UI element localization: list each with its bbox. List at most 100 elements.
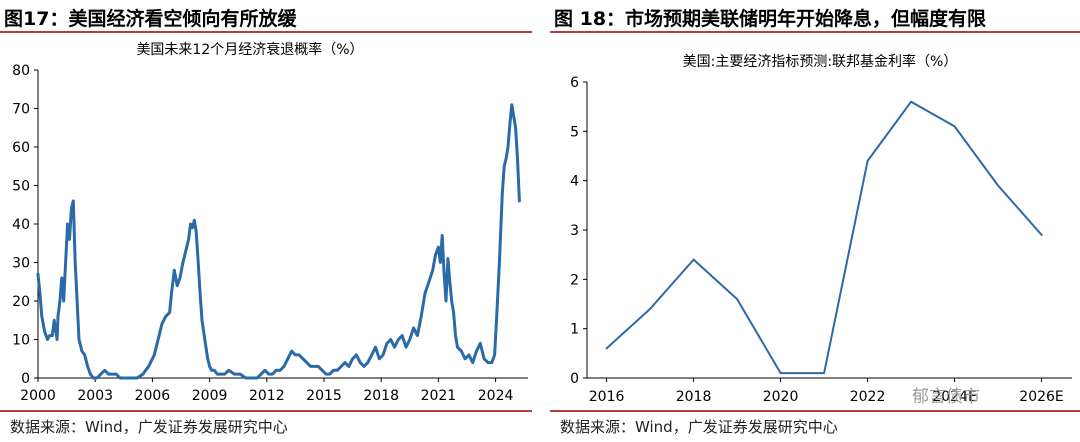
data-point (507, 146, 509, 148)
data-point (216, 373, 219, 375)
data-point (250, 377, 253, 379)
data-point (239, 373, 241, 375)
data-point (437, 246, 440, 248)
data-point (344, 361, 346, 364)
y-tick-label: 3 (570, 223, 579, 239)
data-point (359, 361, 362, 364)
data-point (290, 350, 293, 352)
data-point (201, 319, 203, 322)
data-point (363, 365, 365, 368)
data-point (147, 365, 150, 368)
x-tick-label: 2009 (192, 388, 228, 404)
data-point (124, 377, 127, 379)
data-point (302, 357, 304, 360)
data-point (256, 377, 259, 379)
data-point (227, 369, 230, 372)
data-point (823, 372, 825, 374)
data-point (51, 334, 54, 337)
data-point (428, 280, 430, 283)
data-point (48, 334, 51, 337)
y-tick-label: 40 (12, 217, 30, 233)
left-bottom-rule (0, 410, 532, 412)
y-tick-label: 2 (570, 272, 579, 288)
data-point (605, 347, 608, 350)
y-tick-label: 5 (570, 124, 579, 140)
data-point (454, 334, 457, 337)
x-tick-label: 2021 (421, 388, 457, 404)
data-point (460, 350, 463, 352)
data-point (475, 350, 478, 352)
data-point (130, 377, 133, 379)
x-tick-label: 2000 (20, 388, 56, 404)
data-point (184, 250, 187, 252)
data-point (103, 369, 106, 372)
data-point (224, 373, 226, 375)
data-point (189, 223, 192, 225)
data-point (412, 327, 415, 329)
data-point (516, 157, 519, 160)
data-point (279, 369, 281, 372)
data-point (74, 261, 76, 264)
right-top-rule (550, 31, 1080, 33)
data-point (294, 354, 297, 356)
data-point (483, 357, 485, 360)
x-tick-label: 2024 (478, 388, 514, 404)
y-tick-label: 50 (12, 179, 30, 195)
data-point (142, 373, 144, 375)
data-point (283, 365, 285, 368)
data-point (501, 192, 504, 194)
data-point (336, 369, 339, 372)
data-point (306, 361, 308, 364)
recession-probability-chart: 美国未来12个月经济衰退概率（%） 0 10 20 30 40 50 60 70 80 2000 20… (12, 41, 528, 404)
y-tick-label: 0 (21, 371, 30, 387)
data-point (355, 354, 358, 356)
data-point (487, 361, 489, 364)
data-point (495, 319, 498, 322)
data-point (434, 254, 437, 256)
data-point (386, 342, 388, 345)
data-point (46, 338, 49, 341)
data-point (161, 323, 163, 325)
data-point (267, 373, 270, 375)
y-tick-label: 80 (12, 63, 30, 79)
right-figure-title: 图 18：市场预期美联储明年开始降息，但幅度有限 (554, 8, 987, 30)
data-point (111, 373, 114, 375)
data-point (443, 273, 445, 275)
data-point (78, 338, 80, 341)
data-point (86, 365, 89, 368)
data-point (233, 373, 236, 375)
data-point (393, 346, 396, 349)
data-point (286, 357, 289, 360)
series-line-0 (605, 100, 1043, 375)
data-point (405, 346, 407, 349)
data-point (452, 311, 455, 314)
data-point (100, 373, 102, 375)
data-point (382, 354, 384, 356)
data-point (997, 184, 999, 187)
data-point (779, 372, 782, 374)
data-point (953, 125, 956, 128)
data-point (173, 269, 176, 272)
data-point (271, 373, 274, 375)
data-point (37, 273, 39, 275)
x-tick-label: 2024E (932, 389, 976, 405)
data-point (479, 342, 482, 345)
data-point (456, 346, 459, 349)
data-point (92, 377, 95, 379)
data-point (649, 308, 651, 310)
data-point (309, 365, 312, 368)
data-point (66, 223, 69, 225)
data-point (182, 261, 184, 264)
left-figure-panel: 图17：美国经济看空倾向有所放缓 美国未来12个月经济衰退概率（%） 0 10 20 3… (0, 0, 532, 442)
data-point (136, 377, 138, 379)
data-point (439, 261, 442, 264)
fed-funds-rate-chart: 美国:主要经济指标预测:联邦基金利率（%） 0 1 2 3 4 5 6 2016 2018 2020… (570, 53, 1072, 405)
data-point (168, 311, 171, 314)
data-point (317, 365, 320, 368)
x-tick-label: 2016 (589, 389, 625, 405)
data-point (275, 369, 278, 372)
data-point (64, 261, 67, 264)
data-point (164, 315, 167, 318)
data-point (347, 365, 350, 368)
data-point (408, 338, 411, 341)
